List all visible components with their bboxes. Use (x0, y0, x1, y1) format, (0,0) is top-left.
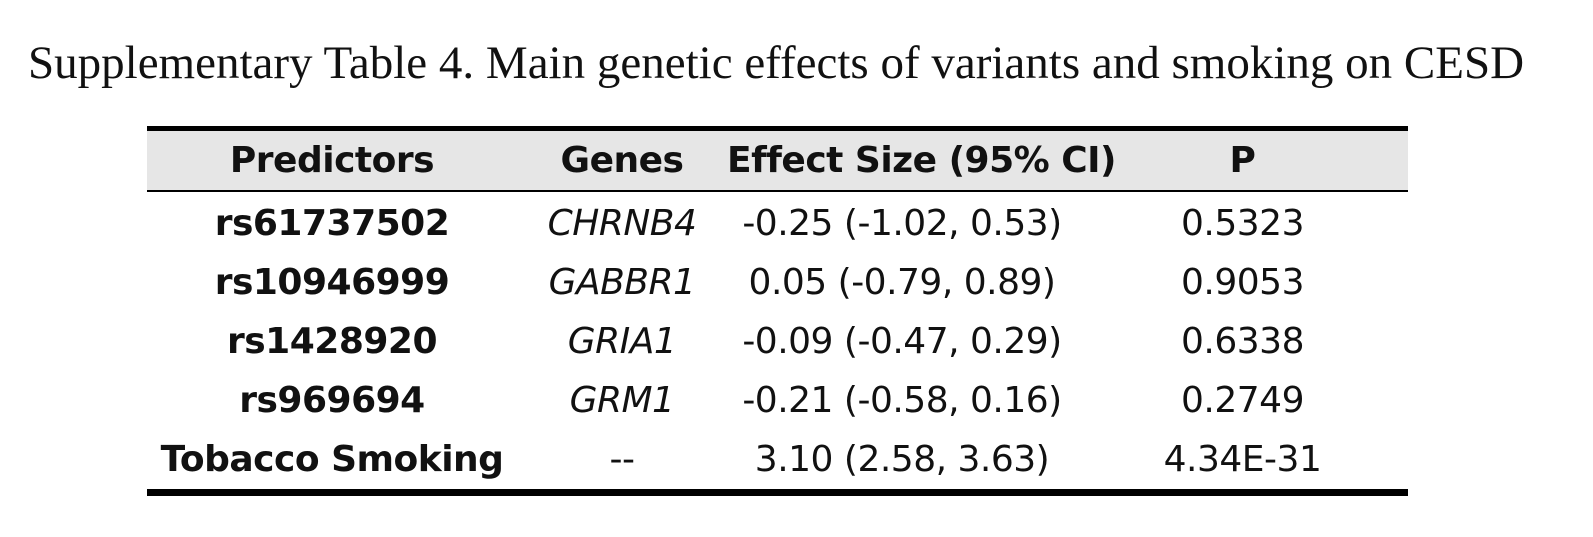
table-bottom-rule (147, 489, 1408, 496)
predictor-cell: Tobacco Smoking (160, 439, 504, 480)
effect-size-cell: -0.25 (-1.02, 0.53) (742, 203, 1062, 244)
table-row: rs1428920 GRIA1 -0.09 (-0.47, 0.29) 0.63… (147, 312, 1408, 371)
table-row: Tobacco Smoking -- 3.10 (2.58, 3.63) 4.3… (147, 430, 1408, 489)
gene-cell: GRM1 (569, 380, 675, 421)
gene-cell: GRIA1 (567, 321, 677, 362)
header-effect-size: Effect Size (95% CI) (727, 140, 1117, 181)
effect-size-cell: 0.05 (-0.79, 0.89) (748, 262, 1056, 303)
header-genes: Genes (560, 140, 684, 181)
table-header-row: Predictors Genes Effect Size (95% CI) P (147, 131, 1408, 192)
table-body: rs61737502 CHRNB4 -0.25 (-1.02, 0.53) 0.… (147, 192, 1408, 489)
table-row: rs61737502 CHRNB4 -0.25 (-1.02, 0.53) 0.… (147, 194, 1408, 253)
p-value-cell: 0.2749 (1181, 380, 1304, 421)
effect-size-cell: -0.09 (-0.47, 0.29) (742, 321, 1062, 362)
p-value-cell: 0.5323 (1181, 203, 1304, 244)
predictor-cell: rs10946999 (214, 262, 450, 303)
p-value-cell: 4.34E-31 (1163, 439, 1322, 480)
header-predictors: Predictors (229, 140, 435, 181)
gene-cell: GABBR1 (548, 262, 696, 303)
gene-cell: CHRNB4 (547, 203, 697, 244)
effect-size-cell: 3.10 (2.58, 3.63) (754, 439, 1050, 480)
predictor-cell: rs969694 (239, 380, 425, 421)
predictor-cell: rs61737502 (214, 203, 450, 244)
table-row: rs969694 GRM1 -0.21 (-0.58, 0.16) 0.2749 (147, 371, 1408, 430)
gene-cell: -- (609, 439, 635, 480)
header-p: P (1229, 140, 1256, 181)
table-caption: Supplementary Table 4. Main genetic effe… (28, 37, 1525, 89)
p-value-cell: 0.9053 (1181, 262, 1304, 303)
table-top-rule (147, 126, 1408, 131)
predictor-cell: rs1428920 (226, 321, 438, 362)
effect-size-cell: -0.21 (-0.58, 0.16) (742, 380, 1062, 421)
table-row: rs10946999 GABBR1 0.05 (-0.79, 0.89) 0.9… (147, 253, 1408, 312)
results-table: Predictors Genes Effect Size (95% CI) P … (147, 126, 1408, 496)
p-value-cell: 0.6338 (1181, 321, 1304, 362)
